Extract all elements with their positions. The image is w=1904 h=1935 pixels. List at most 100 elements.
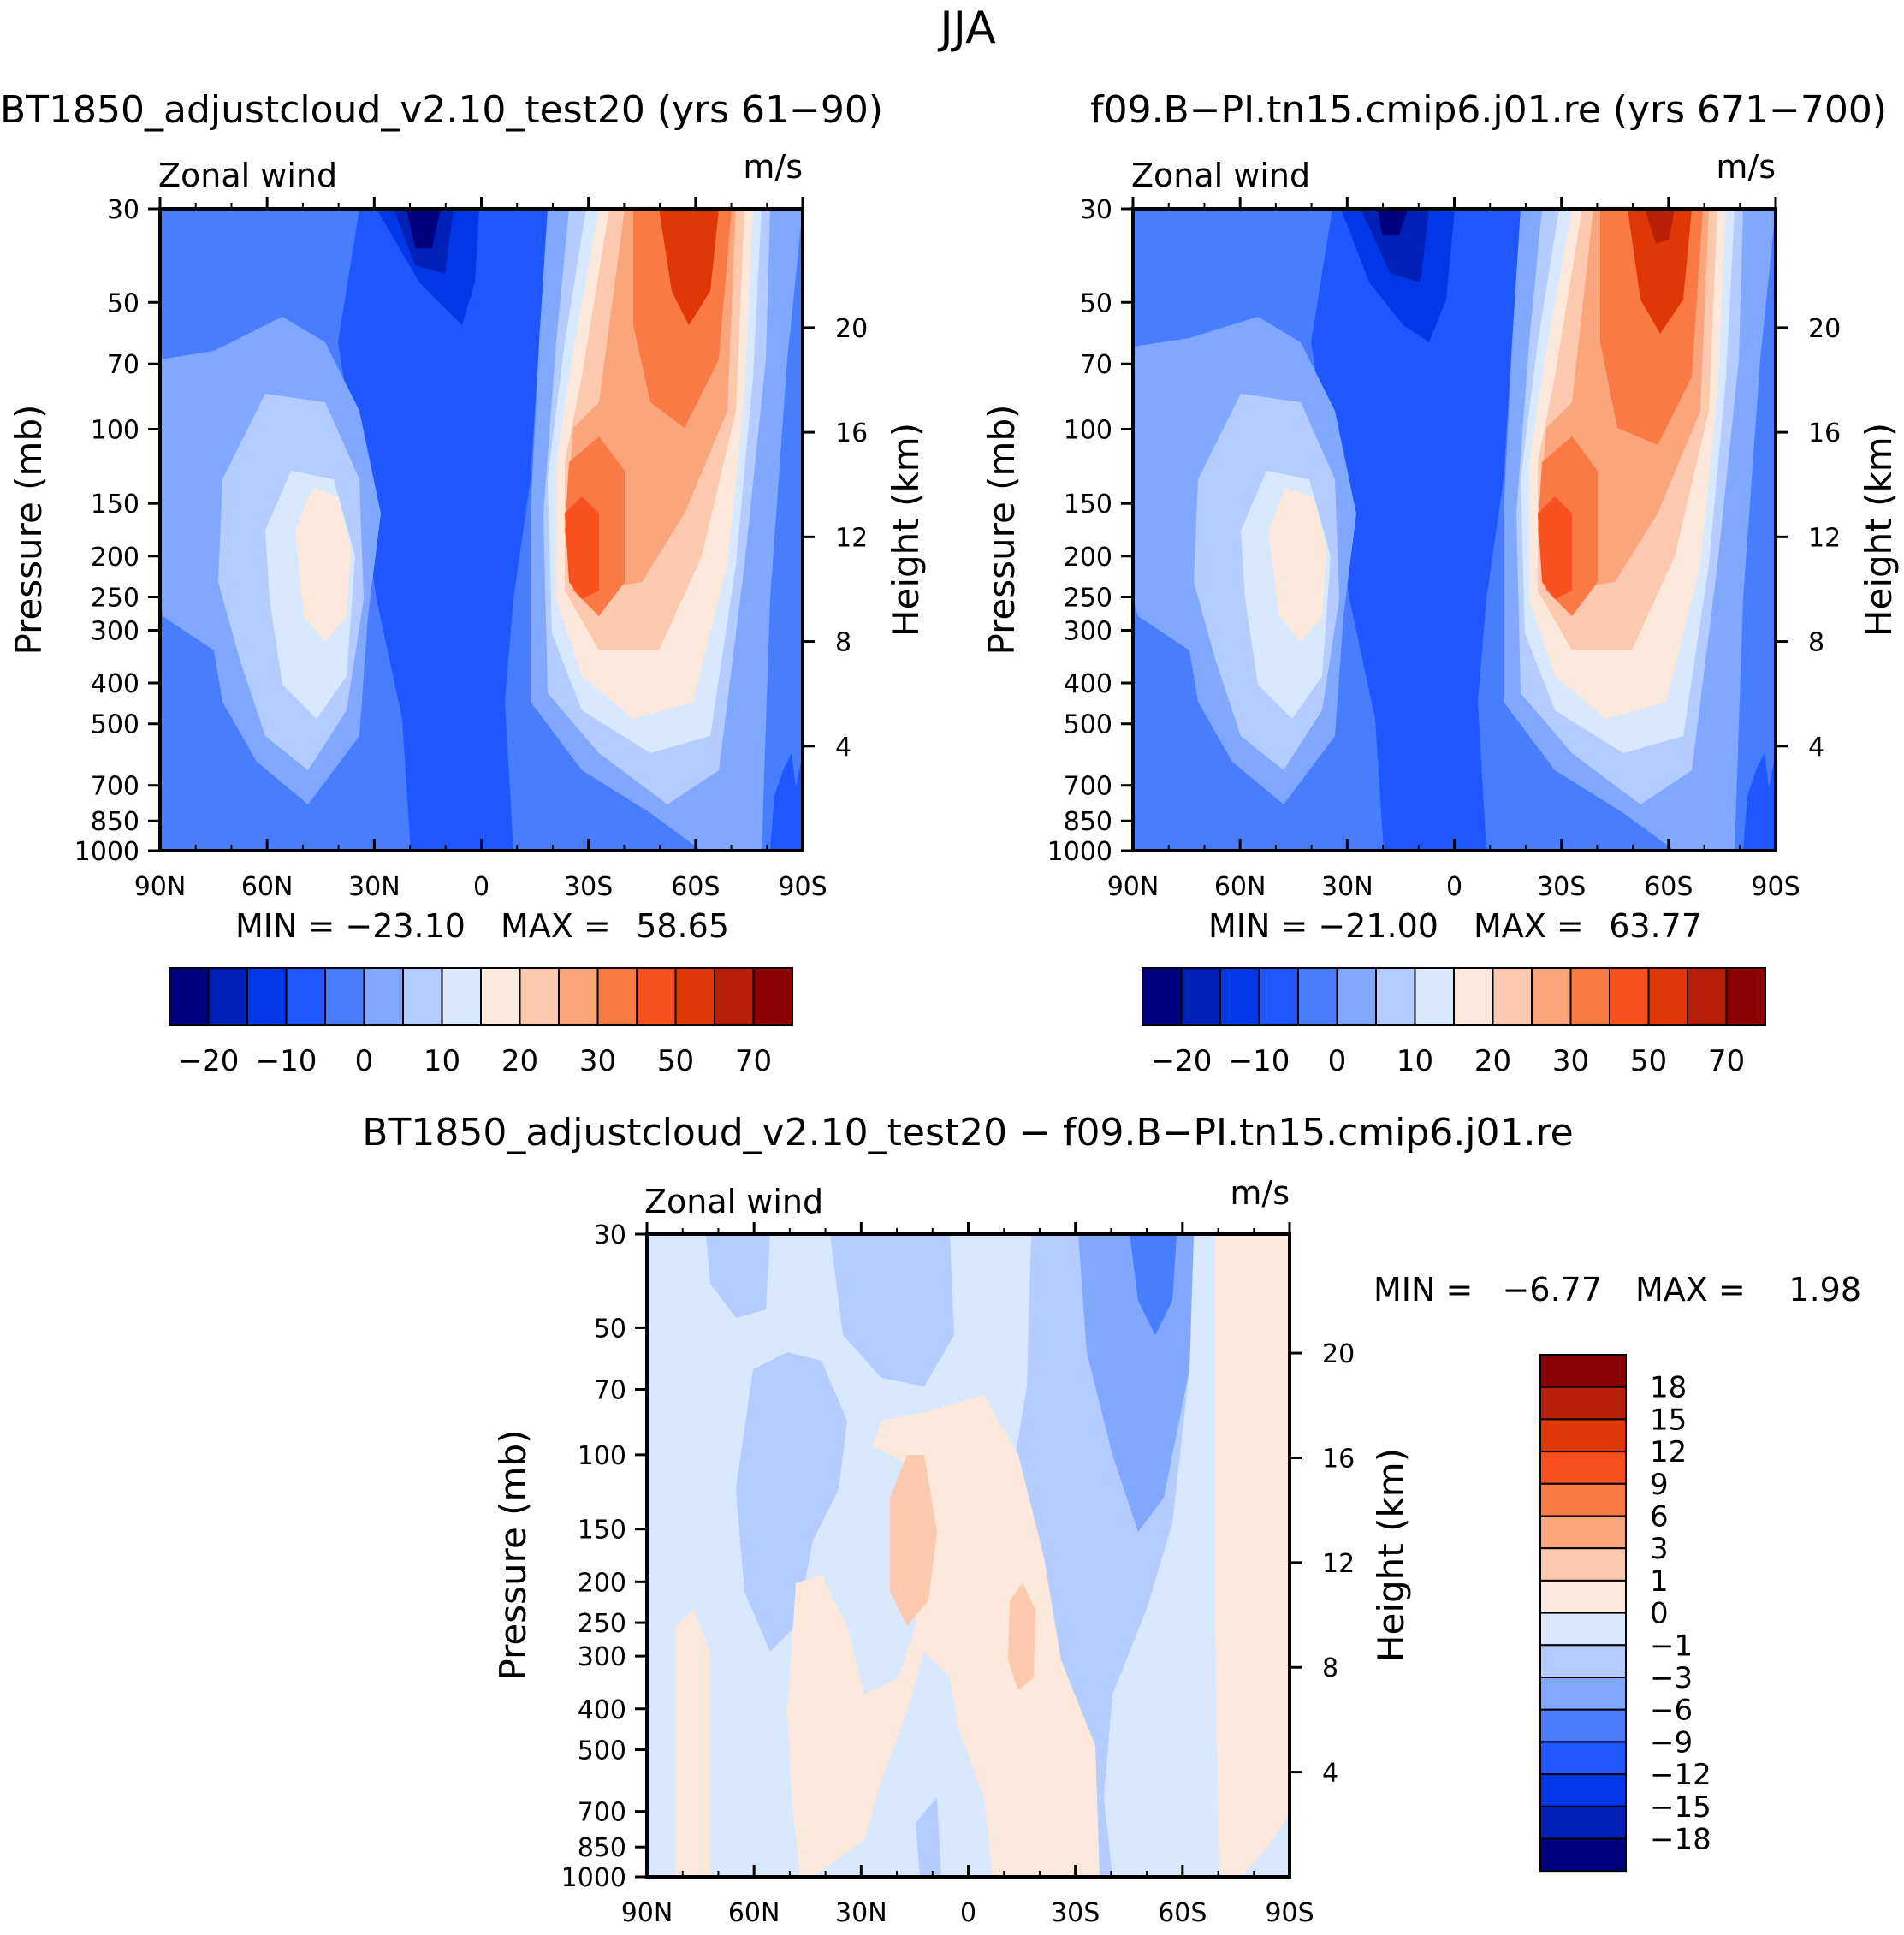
colorbar-label: 50 — [1630, 1044, 1667, 1078]
x-tick-label: 60S — [1644, 872, 1693, 902]
colorbar-box — [169, 967, 210, 1026]
colorbar-box — [636, 967, 677, 1026]
panel-2-units: m/s — [1716, 148, 1776, 186]
x-tick-label: 90S — [778, 872, 827, 902]
colorbar-box — [1180, 967, 1221, 1026]
panel-3-contour-field — [647, 1234, 1290, 1877]
colorbar-label: −18 — [1650, 1823, 1711, 1857]
panel-1-ylabel: Pressure (mb) — [8, 404, 50, 655]
y-right-tick-label: 20 — [1322, 1339, 1355, 1369]
colorbar-label: 20 — [501, 1044, 538, 1078]
y-right-tick-label: 16 — [1322, 1444, 1355, 1474]
panel-3-ylabel-right: Height (km) — [1370, 1448, 1412, 1662]
y-tick-label: 50 — [594, 1314, 626, 1344]
colorbar-box — [207, 967, 248, 1026]
colorbar-box — [596, 967, 638, 1026]
y-tick-label: 70 — [107, 350, 139, 380]
colorbar-box — [1609, 967, 1650, 1026]
x-tick-label: 0 — [473, 872, 489, 902]
colorbar-box — [558, 967, 599, 1026]
colorbar-label: −15 — [1650, 1790, 1711, 1825]
colorbar-label: 12 — [1650, 1435, 1687, 1469]
y-tick-label: 1000 — [74, 837, 139, 867]
panel-2-axes: 90N 60N 30N 0 30S 60S 90S 30 50 70 100 150 200 250300… — [1047, 195, 1842, 902]
y-tick-label: 150 — [91, 490, 139, 519]
panel-2-ylabel: Pressure (mb) — [981, 404, 1023, 655]
y-tick-label: 200 — [91, 543, 139, 573]
y-tick-label: 250 — [1064, 583, 1112, 613]
panel-1-title: BT1850_adjustcloud_v2.10_test20 (yrs 61−… — [0, 88, 883, 132]
colorbar-box — [1539, 1386, 1627, 1421]
colorbar-box — [1539, 1741, 1627, 1776]
colorbar-label: 10 — [1397, 1044, 1433, 1078]
panel-3-left-string: Zonal wind — [644, 1183, 823, 1220]
y-tick-label: 100 — [578, 1441, 626, 1471]
y-tick-label: 400 — [578, 1695, 626, 1725]
colorbar-label: 70 — [1708, 1044, 1745, 1078]
y-right-tick-label: 20 — [1808, 314, 1841, 344]
colorbar-box — [1297, 967, 1338, 1026]
colorbar-label: 0 — [1328, 1044, 1347, 1078]
y-tick-label: 400 — [1064, 669, 1112, 699]
x-tick-label: 60S — [1158, 1898, 1207, 1928]
panel-1-contour-field — [160, 209, 803, 851]
y-right-tick-label: 16 — [835, 418, 868, 448]
panel-2-min-label: MIN = — [1208, 907, 1308, 945]
x-tick-label: 0 — [960, 1898, 976, 1928]
panel-3-max-label: MAX = — [1635, 1271, 1746, 1309]
colorbar-label: 30 — [579, 1044, 616, 1078]
panel-1-min-value: −23.10 — [345, 907, 466, 945]
colorbar-label: 18 — [1650, 1371, 1687, 1405]
colorbar-box — [1539, 1579, 1627, 1614]
colorbar-box — [1539, 1354, 1627, 1388]
x-tick-label: 90N — [621, 1898, 673, 1928]
y-right-tick-label: 4 — [835, 733, 851, 763]
colorbar-label: −12 — [1650, 1758, 1711, 1792]
colorbar-box — [1414, 967, 1455, 1026]
colorbar-box — [1539, 1547, 1627, 1582]
colorbar-box — [674, 967, 715, 1026]
panel-1-max-label: MAX = — [501, 907, 611, 945]
colorbar-box — [441, 967, 482, 1026]
x-tick-label: 30N — [1321, 872, 1373, 902]
colorbar-box — [714, 967, 755, 1026]
colorbar-box — [363, 967, 404, 1026]
colorbar-label: −20 — [178, 1044, 240, 1078]
y-right-tick-label: 8 — [835, 628, 851, 658]
y-tick-label: 100 — [91, 416, 139, 446]
x-tick-label: 30S — [1537, 872, 1586, 902]
colorbar-box — [1725, 967, 1766, 1026]
colorbar-label: 15 — [1650, 1403, 1687, 1437]
y-tick-label: 700 — [578, 1798, 626, 1828]
colorbar-label: 70 — [735, 1044, 772, 1078]
y-tick-label: 30 — [1080, 195, 1112, 225]
y-right-tick-label: 8 — [1808, 628, 1824, 658]
y-tick-label: 100 — [1064, 416, 1112, 446]
colorbar-box — [752, 967, 793, 1026]
colorbar-box — [1539, 1837, 1627, 1873]
x-tick-label: 0 — [1446, 872, 1462, 902]
colorbar-label: 20 — [1474, 1044, 1511, 1078]
colorbar-box — [1492, 967, 1533, 1026]
colorbar-box — [1539, 1451, 1627, 1485]
y-tick-label: 30 — [107, 195, 139, 225]
colorbar-label: −9 — [1650, 1725, 1693, 1760]
colorbar-box — [1219, 967, 1260, 1026]
colorbar-box — [1569, 967, 1610, 1026]
colorbar-box — [1687, 967, 1728, 1026]
colorbar-box — [1539, 1677, 1627, 1711]
colorbar-label: 50 — [657, 1044, 694, 1078]
colorbar-label: 0 — [355, 1044, 374, 1078]
colorbar-box — [1539, 1805, 1627, 1840]
y-tick-label: 150 — [1064, 490, 1112, 519]
colorbar-label: 1 — [1650, 1564, 1669, 1599]
colorbar-label: 10 — [424, 1044, 460, 1078]
colorbar-box — [1539, 1612, 1627, 1647]
panel-3-min-value: −6.77 — [1503, 1271, 1602, 1309]
y-tick-label: 30 — [594, 1220, 626, 1250]
y-right-tick-label: 20 — [835, 314, 868, 344]
colorbar-box — [480, 967, 521, 1026]
panel-1-min-label: MIN = — [235, 907, 335, 945]
colorbar-box — [1539, 1515, 1627, 1550]
